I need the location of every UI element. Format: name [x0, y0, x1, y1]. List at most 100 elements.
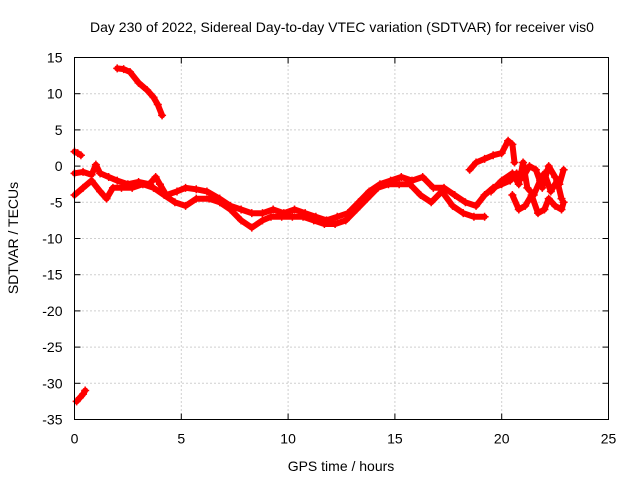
- data-point: [469, 212, 478, 221]
- data-point: [269, 205, 278, 214]
- x-tick-label: 25: [601, 431, 617, 447]
- data-point: [551, 201, 560, 210]
- data-point: [557, 205, 566, 214]
- data-point: [113, 176, 122, 185]
- data-point: [521, 201, 530, 210]
- y-axis-title: SDTVAR / TECUs: [5, 182, 21, 294]
- data-point: [149, 183, 158, 192]
- y-tick-label: -10: [42, 231, 62, 247]
- series-early-high: [113, 64, 167, 120]
- series-trace: [71, 161, 520, 224]
- data-point: [551, 172, 560, 181]
- data-point: [79, 183, 88, 192]
- data-point: [480, 191, 489, 200]
- data-point: [87, 176, 96, 185]
- x-axis-title: GPS time / hours: [288, 458, 395, 474]
- data-point: [267, 212, 276, 221]
- data-point: [480, 154, 489, 163]
- data-point: [128, 183, 137, 192]
- data-point: [489, 151, 498, 160]
- series-trace: [114, 65, 166, 119]
- y-tick-labels: 15 10 5 0 -5 -10 -15 -20 -25 -30 -35: [42, 50, 62, 428]
- data-point: [299, 212, 308, 221]
- data-point: [81, 386, 90, 395]
- data-point: [181, 201, 190, 210]
- data-point: [117, 183, 126, 192]
- data-point: [237, 216, 246, 225]
- data-point: [373, 183, 382, 192]
- x-tick-label: 0: [71, 431, 79, 447]
- data-point: [173, 187, 182, 196]
- y-tick-label: 0: [55, 158, 63, 174]
- data-point: [247, 209, 256, 218]
- data-point: [508, 140, 517, 149]
- data-point: [126, 67, 135, 76]
- data-point: [544, 162, 553, 171]
- y-tick-label: 5: [55, 122, 63, 138]
- data-point: [405, 180, 414, 189]
- data-point: [138, 180, 147, 189]
- data-point: [514, 180, 523, 189]
- data-point: [559, 165, 568, 174]
- data-point: [192, 194, 201, 203]
- data-point: [514, 205, 523, 214]
- data-point: [527, 191, 536, 200]
- data-point: [76, 151, 85, 160]
- data-point: [448, 201, 457, 210]
- data-point: [519, 158, 528, 167]
- data-point: [134, 78, 143, 87]
- y-tick-label: -30: [42, 375, 62, 391]
- series-late-cluster-c: [519, 162, 568, 192]
- series-start-spike: [70, 147, 85, 160]
- data-point: [102, 194, 111, 203]
- y-tick-label: -20: [42, 303, 62, 319]
- data-point: [155, 180, 164, 189]
- data-point: [540, 205, 549, 214]
- data-point: [288, 212, 297, 221]
- data-point: [108, 183, 117, 192]
- data-point: [523, 183, 532, 192]
- x-tick-label: 5: [177, 431, 185, 447]
- data-point: [119, 65, 128, 74]
- data-point: [427, 198, 436, 207]
- data-point: [181, 183, 190, 192]
- x-tick-label: 15: [387, 431, 403, 447]
- data-point: [418, 172, 427, 181]
- data-point: [508, 169, 517, 178]
- data-point: [546, 187, 555, 196]
- data-point: [153, 100, 162, 109]
- grid: [74, 57, 609, 420]
- data-point: [96, 169, 105, 178]
- series-trace: [488, 159, 565, 202]
- data-point: [331, 220, 340, 229]
- data-point: [258, 209, 267, 218]
- series-trace: [73, 387, 89, 405]
- data-point: [91, 160, 100, 169]
- x-tick-labels: 0 5 10 15 20 25: [71, 431, 617, 447]
- data-point: [160, 191, 169, 200]
- data-point: [341, 216, 350, 225]
- y-tick-label: 10: [47, 86, 63, 102]
- data-point: [497, 149, 506, 158]
- data-point: [170, 198, 179, 207]
- data-point: [508, 191, 517, 200]
- data-point: [158, 111, 167, 120]
- data-point: [202, 187, 211, 196]
- data-point: [397, 172, 406, 181]
- series-late-rise: [465, 136, 519, 174]
- axis-ticks: [74, 57, 609, 420]
- data-series: [70, 64, 568, 406]
- x-tick-label: 10: [280, 431, 296, 447]
- data-point: [487, 187, 496, 196]
- y-tick-label: -5: [50, 194, 63, 210]
- data-point: [450, 191, 459, 200]
- data-point: [205, 194, 214, 203]
- data-point: [497, 176, 506, 185]
- data-point: [247, 223, 256, 232]
- data-point: [472, 201, 481, 210]
- data-point: [525, 162, 534, 171]
- data-point: [461, 198, 470, 207]
- data-point: [459, 209, 468, 218]
- data-point: [538, 183, 547, 192]
